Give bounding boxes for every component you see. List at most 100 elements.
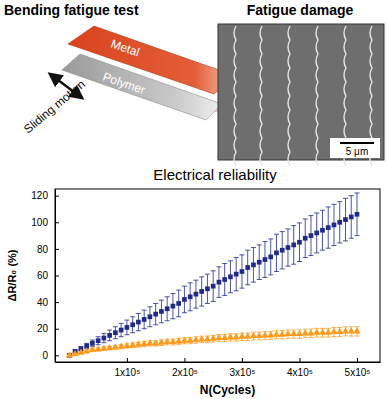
y-tick-label: 20 <box>37 323 49 334</box>
data-point <box>119 328 124 333</box>
y-tick-label: 80 <box>37 244 49 255</box>
error-bar <box>199 277 204 306</box>
y-tick-label: 60 <box>37 270 49 281</box>
schematic-title: Bending fatigue test <box>4 2 139 18</box>
error-bar <box>153 303 158 324</box>
data-point <box>353 327 360 333</box>
data-point <box>238 333 245 339</box>
x-tick: 3x10⁵ <box>230 358 256 378</box>
x-tick-mark <box>184 358 185 362</box>
data-point <box>211 284 216 289</box>
data-point <box>274 251 279 256</box>
data-point <box>176 301 181 306</box>
error-bar <box>96 337 101 345</box>
data-point <box>188 294 193 299</box>
micrograph-title: Fatigue damage <box>247 2 354 18</box>
data-point <box>348 327 355 333</box>
data-point <box>313 329 320 335</box>
x-tick-mark <box>357 358 358 362</box>
y-tick: 40 <box>37 297 59 308</box>
error-bar <box>205 274 210 303</box>
data-point <box>125 325 130 330</box>
error-bar <box>159 300 164 323</box>
plot-frame <box>55 189 380 362</box>
data-point <box>263 257 268 262</box>
data-point <box>273 331 280 337</box>
error-bar <box>297 223 302 262</box>
data-point <box>332 223 337 228</box>
error-bar <box>170 293 175 318</box>
x-tick-label: 3x10⁵ <box>230 367 256 378</box>
motion-label: Sliding motion <box>21 77 88 136</box>
data-point <box>66 351 73 357</box>
scale-bar <box>340 142 374 144</box>
data-point <box>245 265 250 270</box>
crack <box>288 26 290 166</box>
data-point <box>250 332 257 338</box>
crack <box>260 26 262 166</box>
x-tick-mark <box>299 358 300 362</box>
error-bar <box>314 213 319 253</box>
error-bar <box>262 242 267 278</box>
data-point <box>96 338 101 343</box>
x-tick-mark <box>242 358 243 362</box>
error-bar <box>337 202 342 243</box>
data-point <box>181 337 188 343</box>
data-point <box>349 215 354 220</box>
data-point <box>199 289 204 294</box>
error-bar <box>119 323 124 336</box>
data-point <box>337 220 342 225</box>
data-point <box>280 248 285 253</box>
scale-label: 5 μm <box>346 146 368 157</box>
data-point <box>234 272 239 277</box>
data-point <box>291 243 296 248</box>
crack <box>316 26 318 166</box>
metal-label: Metal <box>109 37 141 60</box>
y-tick-mark <box>55 276 59 277</box>
error-bar <box>268 239 273 275</box>
y-tick: 60 <box>37 270 59 281</box>
micrograph: Fatigue damage 5 μm <box>218 2 384 166</box>
chart-title: Electrical reliability <box>153 166 277 183</box>
data-point <box>153 312 158 317</box>
y-tick-mark <box>55 302 59 303</box>
figure: Bending fatigue testMetalPolymerSliding … <box>0 0 387 399</box>
y-tick-label: 100 <box>31 217 48 228</box>
data-point <box>136 320 141 325</box>
data-point <box>342 327 349 333</box>
data-marks <box>66 193 361 358</box>
data-point <box>146 339 153 345</box>
x-axis: 1x10⁵2x10⁵3x10⁵4x10⁵5x10⁵ <box>56 358 381 378</box>
data-point <box>164 338 171 344</box>
metal-band <box>68 26 236 94</box>
error-bar <box>354 193 359 236</box>
data-point <box>330 328 337 334</box>
data-point <box>83 347 90 353</box>
x-tick-label: 1x10⁵ <box>114 367 140 378</box>
error-bar <box>308 216 313 256</box>
x-tick: 1x10⁵ <box>114 358 140 378</box>
data-point <box>227 333 234 339</box>
series <box>66 327 361 358</box>
data-point <box>326 225 331 230</box>
data-point <box>130 322 135 327</box>
error-bar <box>107 330 112 341</box>
data-point <box>240 269 245 274</box>
data-point <box>309 233 314 238</box>
data-point <box>205 286 210 291</box>
error-bar <box>130 317 135 333</box>
y-tick-mark <box>55 222 59 223</box>
data-point <box>286 245 291 250</box>
data-point <box>171 304 176 309</box>
data-point <box>355 212 360 217</box>
error-bar <box>176 290 181 317</box>
y-axis-title: ΔR/R₀ (%) <box>6 249 18 301</box>
error-bar <box>182 286 187 313</box>
data-point <box>257 260 262 265</box>
data-point <box>314 231 319 236</box>
error-bar <box>245 250 250 285</box>
data-point <box>148 314 153 319</box>
error-bar <box>320 210 325 250</box>
y-tick: 100 <box>31 217 59 228</box>
error-bar <box>234 258 239 291</box>
